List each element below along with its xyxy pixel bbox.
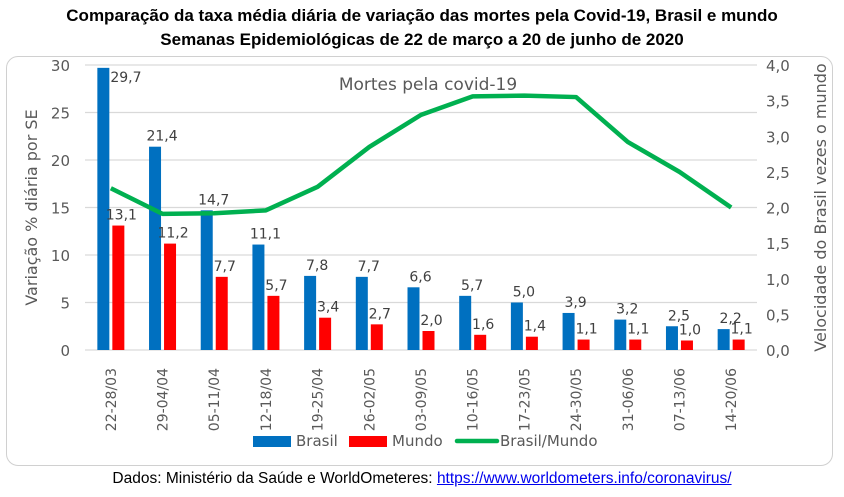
legend-label-mundo: Mundo: [392, 432, 443, 450]
bar-brasil: [614, 319, 627, 350]
bar-label-mundo: 3,4: [317, 300, 339, 316]
legend-label-brasil: Brasil: [296, 432, 338, 450]
bar-brasil: [97, 67, 110, 350]
bar-mundo: [215, 276, 228, 350]
y2-tick-label: 3,5: [766, 93, 790, 111]
bar-mundo: [370, 324, 383, 350]
y2-axis-title: Velocidade do Brasil vezes o mundo: [811, 63, 830, 351]
bar-mundo: [680, 340, 693, 350]
y2-tick-label: 0,5: [766, 306, 790, 324]
bar-mundo: [267, 295, 280, 350]
bar-label-brasil: 14,7: [198, 192, 229, 208]
bar-label-brasil: 7,7: [358, 259, 380, 275]
bar-brasil: [562, 312, 575, 350]
bar-brasil: [355, 276, 368, 350]
bar-mundo: [577, 339, 590, 350]
bar-label-brasil: 3,9: [564, 295, 586, 311]
x-tick-label: 03-09/05: [414, 368, 430, 431]
x-tick-label: 07-13/06: [672, 368, 688, 431]
bar-brasil: [459, 295, 472, 350]
x-tick-label: 14-20/06: [724, 368, 740, 431]
chart-title: Comparação da taxa média diária de varia…: [66, 6, 778, 25]
bar-label-mundo: 1,1: [627, 322, 649, 338]
x-tick-label: 26-02/05: [362, 368, 378, 431]
bar-label-mundo: 1,1: [731, 322, 753, 338]
bar-mundo: [629, 339, 642, 350]
bar-label-brasil: 7,8: [306, 258, 328, 274]
bar-label-brasil: 3,2: [616, 302, 638, 318]
x-tick-label: 10-16/05: [466, 368, 482, 431]
bar-mundo: [319, 317, 332, 350]
y-axis-title: Variação % diária por SE: [22, 109, 41, 305]
legend-swatch-brasil: [253, 436, 291, 447]
x-tick-label: 19-25/04: [311, 368, 327, 431]
y2-tick-label: 1,0: [766, 271, 790, 289]
bar-label-mundo: 5,7: [265, 278, 287, 294]
bar-mundo: [422, 331, 435, 350]
legend-label-brasil-mundo: Brasil/Mundo: [500, 432, 598, 450]
bar-mundo: [112, 225, 125, 350]
chart-frame: [6, 56, 833, 466]
y2-tick-label: 0,0: [766, 342, 790, 360]
x-tick-label: 12-18/04: [259, 368, 275, 431]
bar-label-brasil: 5,7: [461, 278, 483, 294]
bar-label-mundo: 2,7: [369, 306, 391, 322]
y-tick-label: 5: [60, 295, 70, 313]
bar-label-mundo: 13,1: [106, 208, 137, 224]
bar-label-brasil: 2,2: [720, 311, 742, 327]
y2-tick-label: 2,5: [766, 164, 790, 182]
y-tick-label: 10: [51, 247, 70, 265]
x-tick-label: 29-04/04: [156, 368, 172, 431]
bar-brasil: [407, 287, 420, 350]
bar-brasil: [149, 146, 162, 350]
y2-tick-label: 4,0: [766, 57, 790, 75]
bar-mundo: [732, 339, 745, 350]
bar-brasil: [717, 329, 730, 350]
bar-brasil: [200, 210, 213, 350]
y-tick-label: 0: [60, 342, 70, 360]
y2-tick-label: 3,0: [766, 128, 790, 146]
bar-label-brasil: 21,4: [146, 129, 177, 145]
legend-swatch-mundo: [349, 436, 387, 447]
bar-brasil: [252, 244, 265, 350]
x-tick-label: 05-11/04: [207, 368, 223, 431]
bar-label-mundo: 1,6: [472, 317, 494, 333]
bar-brasil: [510, 302, 523, 350]
bar-label-mundo: 1,4: [524, 319, 546, 335]
y-tick-label: 25: [51, 105, 70, 123]
bar-brasil: [665, 326, 678, 350]
x-tick-label: 31-06/06: [621, 368, 637, 431]
bar-brasil: [304, 275, 317, 350]
y-tick-label: 20: [51, 152, 70, 170]
bar-label-brasil: 29,7: [110, 70, 141, 86]
source-note: Dados: Ministério da Saúde e WorldOmeter…: [0, 470, 844, 488]
bar-mundo: [474, 334, 487, 350]
bar-label-mundo: 2,0: [420, 313, 442, 329]
bar-label-mundo: 1,0: [679, 323, 701, 339]
bar-label-brasil: 2,5: [668, 308, 690, 324]
chart-annotation: Mortes pela covid-19: [339, 75, 517, 95]
bar-label-mundo: 7,7: [214, 259, 236, 275]
bar-mundo: [164, 243, 177, 350]
bar-label-brasil: 5,0: [513, 285, 535, 301]
line-brasil-mundo: [109, 93, 733, 217]
x-tick-label: 17-23/05: [517, 368, 533, 431]
y2-tick-label: 2,0: [766, 200, 790, 218]
source-text: Dados: Ministério da Saúde e WorldOmeter…: [112, 470, 437, 487]
x-tick-label: 22-28/03: [104, 368, 120, 431]
x-tick-label: 24-30/05: [569, 368, 585, 431]
chart-subtitle: Semanas Epidemiológicas de 22 de março a…: [160, 30, 684, 49]
y-tick-label: 15: [51, 200, 70, 218]
bar-label-mundo: 1,1: [575, 322, 597, 338]
bar-mundo: [525, 336, 538, 350]
bar-label-brasil: 11,1: [250, 227, 281, 243]
bar-label-mundo: 11,2: [157, 226, 188, 242]
y2-tick-label: 1,5: [766, 235, 790, 253]
bar-label-brasil: 6,6: [409, 269, 431, 285]
source-link[interactable]: https://www.worldometers.info/coronaviru…: [436, 470, 732, 487]
y-tick-label: 30: [51, 57, 70, 75]
